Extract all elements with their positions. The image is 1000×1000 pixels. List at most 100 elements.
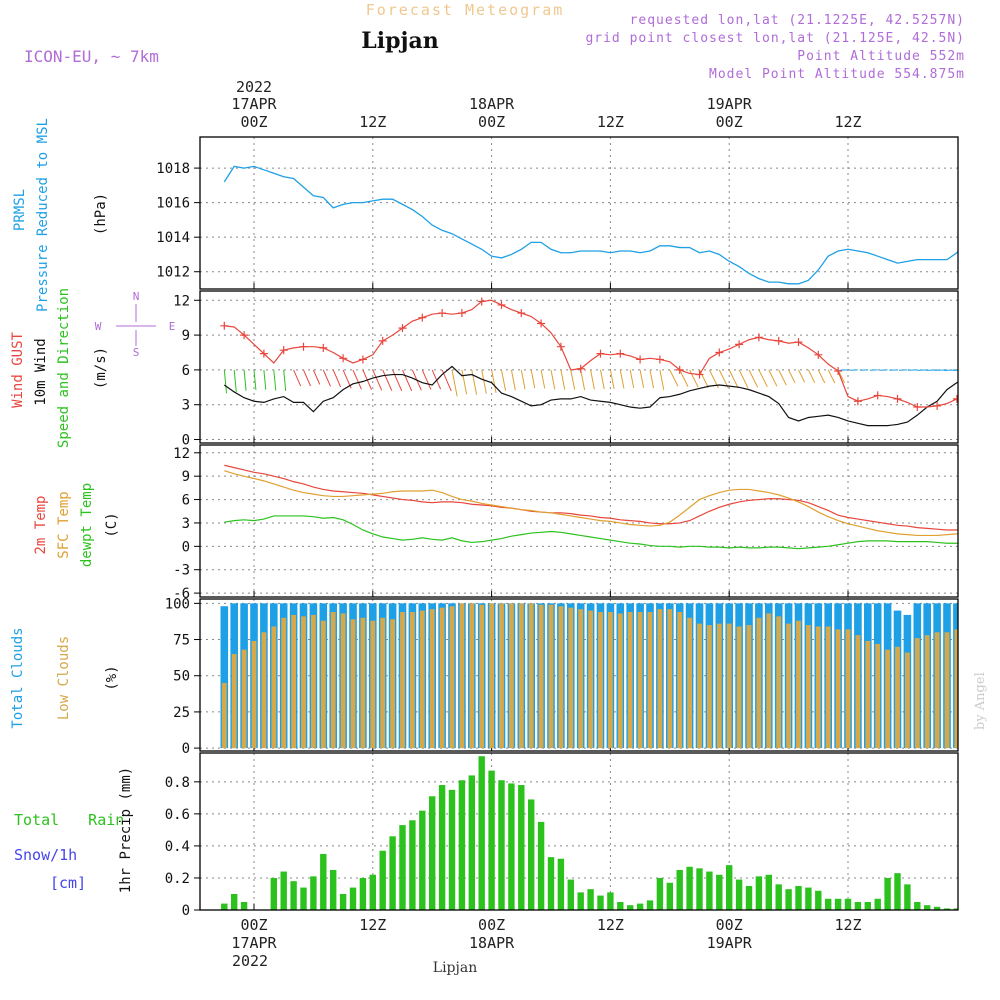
wind-label-dir: Speed and Direction bbox=[56, 288, 72, 448]
low-cloud-bar bbox=[568, 607, 574, 749]
temperature-ytick-label: 9 bbox=[182, 469, 190, 485]
wind-frame bbox=[199, 290, 959, 444]
low-cloud-bar bbox=[588, 610, 593, 749]
precip-bar bbox=[676, 869, 683, 910]
wind-ytick-label: 0 bbox=[182, 433, 190, 449]
temperature-ytick-label: -3 bbox=[173, 563, 190, 579]
precip-bar bbox=[854, 901, 862, 910]
pressure-label-1: PRMSL bbox=[12, 189, 28, 231]
wind-direction-arrow bbox=[481, 369, 487, 394]
gust-point bbox=[616, 349, 625, 358]
panels: 1012101410161018036912-6-303691202550751… bbox=[156, 136, 999, 919]
bottom-date-label: 18APR bbox=[469, 934, 515, 952]
low-cloud-bar bbox=[518, 603, 524, 749]
wind-label-gust: Wind GUST bbox=[10, 332, 26, 408]
clouds-label-total: Total Clouds bbox=[10, 627, 26, 728]
low-cloud-bar bbox=[994, 624, 999, 748]
low-cloud-bar bbox=[697, 623, 702, 749]
precip-bar bbox=[240, 901, 248, 910]
precip-bar bbox=[231, 893, 238, 910]
precip-bar bbox=[528, 799, 535, 910]
wind-direction-arrow bbox=[570, 369, 576, 390]
wind-direction-arrow bbox=[352, 369, 362, 390]
pressure-grid bbox=[200, 137, 958, 289]
gust-point bbox=[834, 367, 843, 376]
pressure-frame bbox=[199, 136, 959, 290]
wind-direction-arrow bbox=[431, 369, 442, 390]
gust-point bbox=[735, 340, 744, 349]
pressure-label-2: Pressure Reduced to MSL bbox=[35, 118, 51, 312]
low-cloud-bar bbox=[330, 612, 336, 749]
low-cloud-bar bbox=[756, 617, 762, 749]
wind-direction-arrow bbox=[382, 369, 393, 391]
low-cloud-bar bbox=[429, 609, 435, 749]
precip-bar bbox=[339, 893, 347, 910]
low-cloud-bar bbox=[499, 603, 504, 749]
precip-bar bbox=[864, 901, 871, 910]
wind-direction-arrow bbox=[817, 369, 826, 384]
precip-bar bbox=[429, 796, 436, 910]
low-cloud-bar bbox=[746, 625, 752, 749]
top-hour-label: 12Z bbox=[834, 113, 861, 131]
wind-direction-arrow bbox=[807, 369, 816, 384]
precip-bar bbox=[349, 887, 357, 910]
gust-point bbox=[695, 370, 704, 379]
low-cloud-bar bbox=[657, 609, 663, 749]
low-cloud-bar bbox=[796, 620, 801, 749]
low-cloud-bar bbox=[271, 626, 277, 749]
low-cloud-bar bbox=[489, 603, 494, 749]
top-hour-label: 12Z bbox=[359, 113, 386, 131]
temperature-ytick-label: 0 bbox=[182, 539, 190, 555]
low-cloud-bar bbox=[548, 604, 554, 749]
wind-direction-arrow bbox=[639, 369, 645, 388]
precip-bar bbox=[964, 904, 970, 910]
clouds-unit: (%) bbox=[104, 665, 120, 690]
precip-bar bbox=[993, 908, 999, 910]
bottom-date-label: 17APR bbox=[231, 934, 277, 952]
temperature-ytick-label: -6 bbox=[173, 586, 190, 602]
top-date-label: 19APR bbox=[707, 95, 753, 113]
low-cloud-bar bbox=[726, 623, 732, 749]
low-cloud-bar bbox=[320, 620, 326, 749]
bottom-hour-label: 12Z bbox=[359, 916, 386, 934]
temp-label-sfc: SFC Temp bbox=[56, 491, 72, 558]
wind-direction-arrow bbox=[590, 369, 595, 390]
precip-bar bbox=[755, 876, 763, 910]
precip-bar bbox=[468, 775, 475, 910]
precip-bar bbox=[518, 785, 525, 910]
clouds-ytick-label: 0 bbox=[182, 741, 190, 757]
precip-bar bbox=[646, 900, 654, 910]
wind-direction-arrow bbox=[322, 369, 331, 387]
gust-point bbox=[418, 313, 427, 322]
low-cloud-bar bbox=[647, 612, 653, 749]
low-cloud-bar bbox=[479, 604, 485, 749]
precip-bar bbox=[627, 905, 634, 910]
wind-ytick-label: 9 bbox=[182, 328, 190, 344]
wind-direction-arrow bbox=[283, 369, 287, 391]
wind-content bbox=[220, 297, 958, 427]
precip-bar bbox=[666, 882, 673, 910]
gust-point bbox=[754, 333, 763, 342]
clouds-ytick-label: 25 bbox=[173, 705, 190, 721]
wind-gust-line bbox=[224, 299, 958, 408]
top-hour-label: 00Z bbox=[240, 113, 267, 131]
gust-point bbox=[438, 309, 447, 318]
gust-point bbox=[774, 336, 783, 345]
requested-coords: requested lon,lat (21.1225E, 42.5257N) bbox=[630, 13, 965, 28]
gust-point bbox=[655, 355, 664, 364]
panel-wind: 0 3 6 9 12 bbox=[173, 290, 959, 449]
precip-bar bbox=[686, 866, 693, 910]
precip-bar bbox=[508, 783, 515, 910]
precip-bar bbox=[924, 905, 931, 910]
gust-point bbox=[853, 397, 862, 406]
low-cloud-bar bbox=[241, 649, 247, 749]
precip-bar bbox=[785, 889, 792, 910]
sfc-temp-line bbox=[224, 470, 958, 537]
wind-grid bbox=[200, 291, 958, 443]
wind-direction-arrow bbox=[471, 369, 478, 395]
low-cloud-bar bbox=[637, 612, 643, 749]
low-cloud-bar bbox=[865, 640, 871, 749]
precip-bar bbox=[706, 871, 713, 910]
precip-ytick-label: 0.2 bbox=[165, 871, 190, 887]
